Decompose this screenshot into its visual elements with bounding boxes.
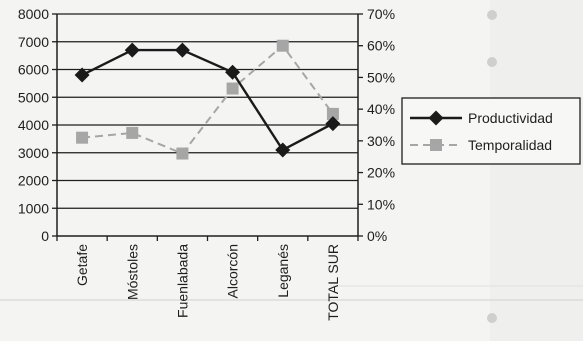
left-tick-label: 3000 [18,145,49,161]
legend-marker [428,110,444,126]
data-point [325,116,341,132]
category-label: TOTAL SUR [325,244,341,321]
data-point [176,147,189,160]
left-tick-label: 5000 [18,89,49,105]
right-tick-label: 50% [367,69,395,85]
left-tick-label: 2000 [18,173,49,189]
left-tick-label: 6000 [18,62,49,78]
left-tick-label: 1000 [18,200,49,216]
legend-label: Productividad [468,110,553,126]
legend-box [401,97,581,165]
background-strip [490,0,583,341]
right-tick-label: 30% [367,133,395,149]
right-tick-label: 20% [367,165,395,181]
right-tick-label: 60% [367,38,395,54]
data-point [326,107,339,120]
right-tick-label: 40% [367,101,395,117]
data-point [124,42,140,58]
data-point [226,82,239,95]
data-point [275,142,291,158]
left-tick-label: 4000 [18,117,49,133]
legend-label: Temporalidad [468,137,552,153]
right-tick-label: 0% [367,228,387,244]
category-label: Getafe [74,244,90,286]
background-bullet [487,57,497,67]
right-tick-label: 10% [367,196,395,212]
series-line [81,48,334,152]
data-point [126,126,139,139]
data-point [225,64,241,80]
left-tick-label: 7000 [18,34,49,50]
series-line [81,44,334,155]
left-tick-label: 0 [41,228,49,244]
category-label: Alcorcón [225,244,241,298]
plot-area: 0 1000 2000 3000 4000 5000 6000 7000 8000 0% 10% 20… [18,6,581,321]
data-point [276,39,289,52]
right-tick-label: 70% [367,6,395,22]
legend-marker [430,139,442,151]
left-tick-label: 8000 [18,6,49,22]
background-bullet [487,313,497,323]
data-point [74,67,90,83]
data-point [76,131,89,144]
background-bullet [487,10,497,20]
category-label: Fuenlabada [174,244,190,318]
data-point [174,42,190,58]
category-label: Leganés [275,244,291,298]
category-label: Móstoles [124,244,140,300]
